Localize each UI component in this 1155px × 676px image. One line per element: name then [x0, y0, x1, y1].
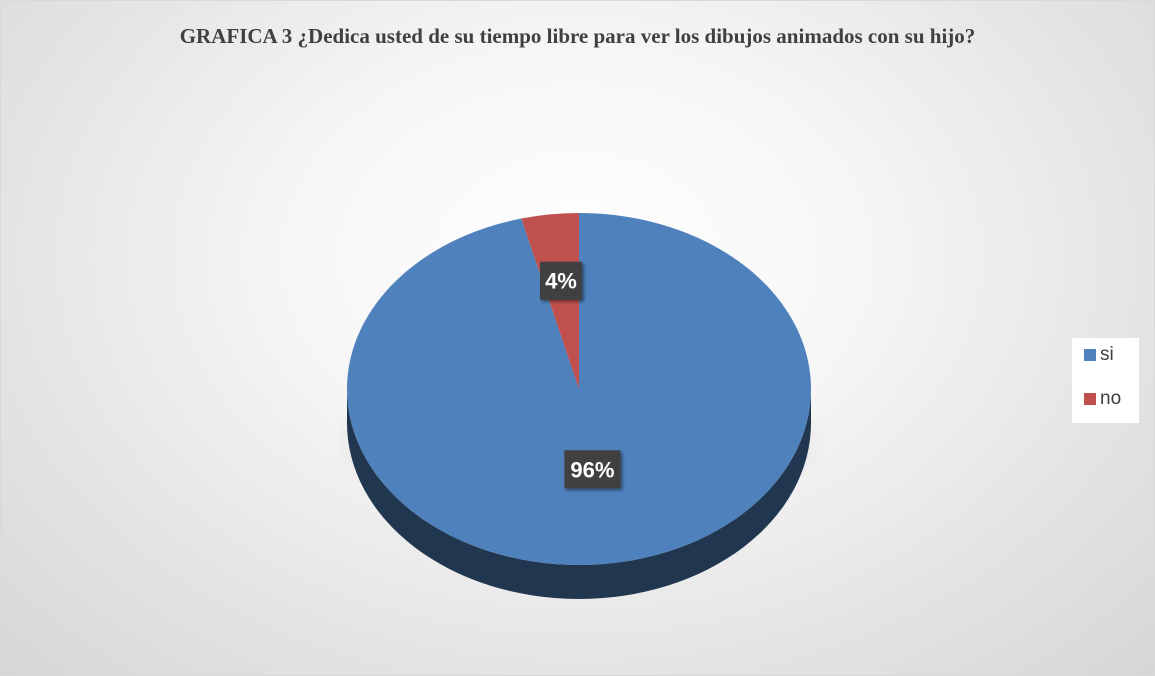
pie-side-si — [347, 389, 811, 599]
legend-swatch-no — [1084, 393, 1096, 405]
pie-slice-si — [346, 213, 811, 565]
legend-swatch-si — [1084, 349, 1096, 361]
pie-slice-no — [521, 213, 579, 389]
data-label-box-no — [539, 261, 582, 300]
legend-item-si: si — [1084, 344, 1114, 366]
chart-title: GRAFICA 3 ¿Dedica usted de su tiempo lib… — [179, 24, 976, 48]
legend-label-si: si — [1100, 344, 1114, 365]
legend: si no — [1072, 338, 1139, 423]
data-label-si: 96% — [570, 457, 614, 482]
data-label-box-si — [564, 450, 621, 489]
data-label-no: 4% — [545, 269, 577, 294]
legend-item-no: no — [1084, 388, 1121, 410]
legend-label-no: no — [1100, 388, 1122, 409]
